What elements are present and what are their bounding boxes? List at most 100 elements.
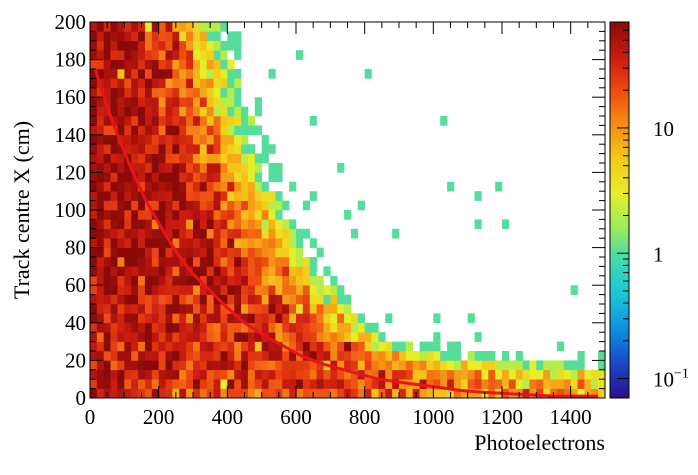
heatmap-cell [282,238,290,248]
heatmap-cell [309,360,317,371]
heatmap-cell [467,360,475,371]
heatmap-cell [144,294,153,305]
heatmap-cell [488,360,496,371]
heatmap-cell [302,322,311,333]
heatmap-cell [103,172,111,183]
y-tick-label: 140 [55,123,87,147]
heatmap-cell [172,31,180,42]
heatmap-cell [460,369,468,380]
heatmap-cell [282,294,290,305]
heatmap-cell [193,332,201,342]
heatmap-cell [206,266,214,277]
heatmap-cell [158,69,166,79]
y-tick-label: 80 [65,236,86,260]
heatmap-cell [158,134,166,145]
heatmap-cell [247,144,256,154]
heatmap-cell [460,360,468,371]
heatmap-cell [241,360,249,371]
heatmap-cell [206,59,214,70]
heatmap-cell [241,200,249,211]
heatmap-cell [199,360,208,371]
heatmap-cell [481,369,489,380]
heatmap-cell [227,294,235,305]
heatmap-cell [117,106,125,117]
heatmap-cell [227,360,235,371]
heatmap-cell [151,341,159,352]
heatmap-cell [179,134,187,145]
heatmap-cell [309,285,317,295]
heatmap-cell [275,210,283,220]
heatmap-cell [337,379,345,389]
heatmap-cell [124,369,132,380]
heatmap-cell [254,351,262,361]
heatmap-cell [172,238,180,248]
heatmap-cell [117,125,125,136]
heatmap-cell [206,78,214,89]
heatmap-cell [591,379,599,389]
colorbar [609,21,630,399]
heatmap-cell [563,379,571,389]
heatmap-cell [296,275,304,286]
heatmap-cell [474,360,482,371]
heatmap-cell [570,379,578,389]
heatmap-cell [268,210,276,220]
heatmap-cell [206,322,214,333]
heatmap-cell [247,379,256,389]
heatmap-cell [158,50,166,60]
heatmap-cell [357,388,365,399]
heatmap-cell [247,181,256,192]
heatmap-cell [220,228,228,239]
heatmap-cell [241,351,249,361]
heatmap-cell [220,153,228,164]
heatmap-cell [131,106,139,117]
heatmap-cell [193,59,201,70]
heatmap-cell [103,78,111,89]
heatmap-cell [282,369,290,380]
heatmap-cell [344,313,352,324]
heatmap-cell [131,87,139,98]
heatmap-cell [151,304,159,314]
heatmap-cell [247,172,256,183]
heatmap-cell [110,228,118,239]
heatmap-cell [323,332,331,342]
heatmap-cell [172,360,180,371]
heatmap-cell [158,228,166,239]
heatmap-cell [110,69,118,79]
heatmap-cell [103,369,111,380]
heatmap-cell [138,341,146,352]
heatmap-cell [440,351,448,361]
heatmap-cell [282,322,290,333]
heatmap-cell [330,313,338,324]
heatmap-cell [261,191,269,201]
heatmap-cell [172,294,180,305]
heatmap-cell [158,172,166,183]
heatmap-cell [138,153,146,164]
heatmap-cell [158,200,166,211]
heatmap-cell [199,125,208,136]
heatmap-cell [556,360,565,371]
heatmap-cell [220,257,228,267]
heatmap-cell [220,210,228,220]
heatmap-cell [138,59,146,70]
heatmap-cell [474,388,482,399]
heatmap-cell [124,388,132,399]
heatmap-cell [96,266,105,277]
heatmap-cell [151,200,159,211]
heatmap-cell [131,257,139,267]
heatmap-cell [247,294,256,305]
heatmap-cell [234,97,242,107]
heatmap-cell [220,285,228,295]
heatmap-cell [165,313,173,324]
heatmap-cell [151,181,159,192]
heatmap-cell [96,200,105,211]
heatmap-cell [323,285,331,295]
heatmap-cell [158,31,166,42]
heatmap-cell [110,181,118,192]
heatmap-cell [241,106,249,117]
x-tick-label: 1200 [481,405,523,429]
heatmap-cell [371,341,379,352]
heatmap-cell [350,322,359,333]
heatmap-cell [289,304,297,314]
heatmap-cell [282,332,290,342]
heatmap-cell [254,257,262,267]
